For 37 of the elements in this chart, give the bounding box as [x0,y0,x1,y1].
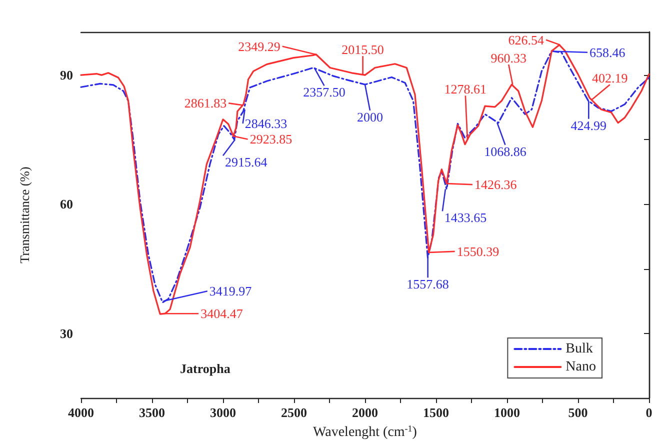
x-tick-label: 500 [568,405,588,420]
x-tick-label: 1500 [423,405,449,420]
annotation: 2915.64 [224,154,268,170]
x-tick-label: 0 [646,405,652,420]
legend-label: Bulk [566,342,593,356]
annotation: 2861.83 [184,96,227,111]
annotation: 2349.29 [238,38,280,54]
annotation: 2000 [357,110,383,125]
annotation: 658.46 [590,44,626,60]
annotation: 1550.39 [456,244,500,259]
x-tick-label: 1000 [494,405,520,420]
x-tick-label: 2000 [352,405,378,420]
y-tick-label: 60 [60,196,73,212]
annotation: 3404.47 [200,306,244,322]
annotation: 1068.86 [484,144,527,159]
x-tick-label: 4000 [68,405,94,420]
annotation: 1426.36 [474,177,518,192]
annotation: 960.33 [490,50,527,66]
annotation: 2357.50 [303,84,346,100]
annotation: 2923.85 [250,132,292,147]
x-tick-label: 3000 [210,405,236,420]
annotation: 402.19 [592,70,628,86]
annotation: 2015.50 [342,42,384,58]
annotation: 2846.33 [244,116,288,132]
annotation: 1433.65 [444,210,487,226]
x-tick-label: 2500 [281,405,307,420]
legend-label: Nano [566,360,596,374]
annotation: 1557.68 [406,276,449,292]
annotation: 1278.61 [444,82,487,97]
annotation: 626.54 [508,32,545,48]
annotation: 3419.97 [209,284,252,299]
x-tick-label: 3500 [139,405,165,420]
y-tick-label: 90 [60,68,73,83]
y-axis-title: Transmittance (%) [17,166,32,264]
y-tick-label: 30 [60,326,73,341]
annotation: Jatropha [180,361,231,376]
annotation: 424.99 [570,118,607,133]
